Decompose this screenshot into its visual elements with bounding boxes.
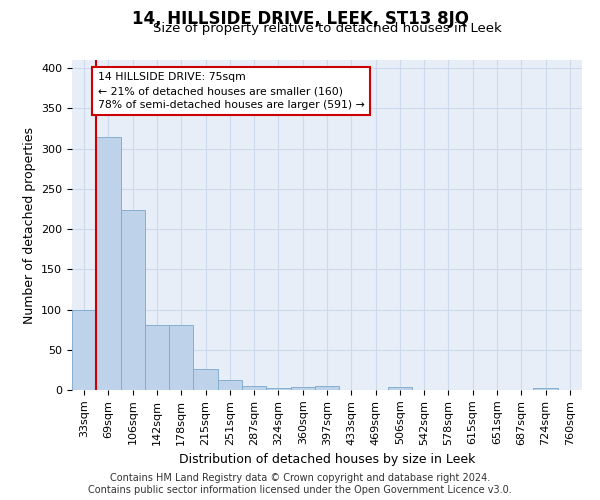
Bar	[315, 386, 339, 390]
Bar	[290, 387, 315, 390]
Bar	[72, 310, 96, 390]
Bar	[242, 386, 266, 390]
Bar	[96, 138, 121, 390]
Text: 14, HILLSIDE DRIVE, LEEK, ST13 8JQ: 14, HILLSIDE DRIVE, LEEK, ST13 8JQ	[131, 10, 469, 28]
Bar	[193, 369, 218, 390]
Text: Contains HM Land Registry data © Crown copyright and database right 2024.
Contai: Contains HM Land Registry data © Crown c…	[88, 474, 512, 495]
Bar	[121, 210, 145, 390]
Bar	[388, 387, 412, 390]
Bar	[145, 325, 169, 390]
Title: Size of property relative to detached houses in Leek: Size of property relative to detached ho…	[152, 22, 502, 35]
Bar	[218, 380, 242, 390]
Bar	[266, 388, 290, 390]
X-axis label: Distribution of detached houses by size in Leek: Distribution of detached houses by size …	[179, 453, 475, 466]
Bar	[533, 388, 558, 390]
Y-axis label: Number of detached properties: Number of detached properties	[23, 126, 35, 324]
Bar	[169, 325, 193, 390]
Text: 14 HILLSIDE DRIVE: 75sqm
← 21% of detached houses are smaller (160)
78% of semi-: 14 HILLSIDE DRIVE: 75sqm ← 21% of detach…	[98, 72, 364, 110]
